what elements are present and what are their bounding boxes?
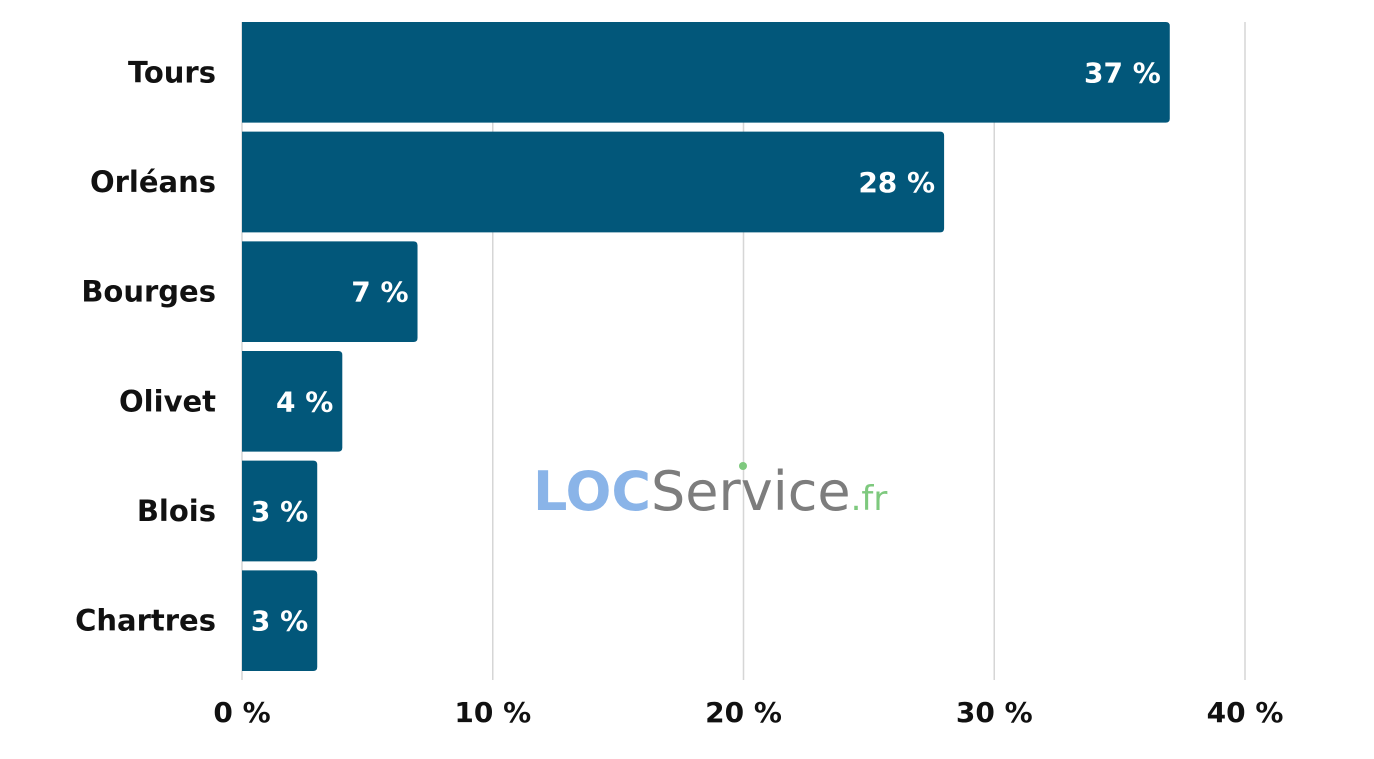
x-tick-label: 40 % [1207,696,1284,729]
category-label: Tours [128,55,216,89]
data-label: 4 % [276,385,333,418]
bar-bourges [242,241,418,342]
watermark-tld: .fr [851,479,888,519]
data-label: 3 % [251,605,308,638]
bar-olivet [242,351,343,452]
category-label: Orléans [90,165,216,199]
data-label: 3 % [251,495,308,528]
data-label: 37 % [1084,56,1161,89]
watermark: LOCService.fr [533,460,887,523]
bar-tours [242,22,1170,123]
category-label: Bourges [81,275,216,309]
bars-layer [242,22,1170,671]
bar-chartres [242,570,318,671]
x-tick-label: 0 % [213,696,270,729]
category-label: Chartres [75,604,216,638]
category-label: Olivet [119,384,216,418]
x-tick-label: 10 % [454,696,531,729]
x-tick-label: 20 % [705,696,782,729]
data-label: 7 % [351,276,408,309]
bar-orl-ans [242,131,945,233]
watermark-dot [739,462,747,470]
category-label: Blois [137,494,216,528]
watermark-text: LOCService.fr [533,460,887,523]
watermark-service: Service [651,460,851,523]
x-axis-ticks: 0 % 10 % 20 % 30 % 40 % [213,696,1283,729]
x-tick-label: 30 % [956,696,1033,729]
watermark-loc: LOC [533,460,651,523]
labels-layer: Tours 37 % Orléans 28 % Bourges 7 % Olivet 4 % B… [75,55,1161,637]
data-label: 28 % [858,166,935,199]
bar-blois [242,460,318,562]
